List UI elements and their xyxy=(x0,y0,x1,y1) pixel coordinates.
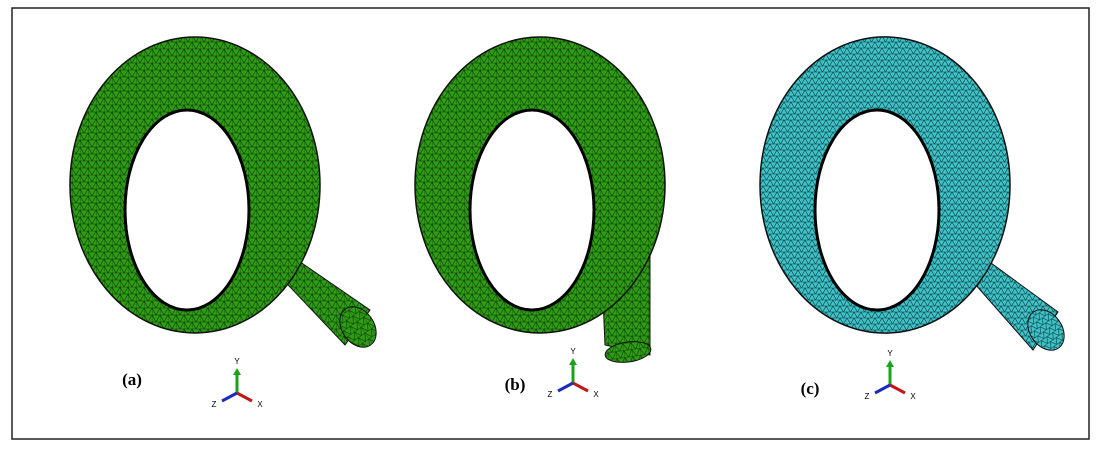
panel-label: (c) xyxy=(801,379,820,398)
axis-y-head xyxy=(233,368,241,375)
inner-rim xyxy=(815,110,939,310)
inner-rim xyxy=(125,110,249,310)
axis-z xyxy=(875,385,890,393)
figure: (a) Y Z X (b) Y Z X (c) Y Z X xyxy=(0,0,1097,446)
volute-ring xyxy=(415,37,665,333)
axis-x-label: X xyxy=(910,392,916,401)
axis-y-label: Y xyxy=(887,349,893,358)
axis-x xyxy=(890,385,905,393)
inner-rim xyxy=(470,110,594,310)
axis-x xyxy=(237,393,252,401)
volute-ring xyxy=(760,37,1010,333)
axis-z xyxy=(558,383,573,391)
axis-z-label: Z xyxy=(548,390,553,399)
panel-label: (b) xyxy=(505,375,526,394)
axis-z-label: Z xyxy=(865,392,870,401)
axis-z-label: Z xyxy=(212,400,217,409)
volute-ring xyxy=(70,37,320,333)
panel-label: (a) xyxy=(122,370,142,389)
axis-x-label: X xyxy=(593,390,599,399)
axis-y-label: Y xyxy=(234,357,240,366)
axis-y-head xyxy=(886,360,894,367)
axis-x-label: X xyxy=(257,400,263,409)
axis-z xyxy=(222,393,237,401)
axis-y-label: Y xyxy=(570,347,576,356)
axis-y-head xyxy=(569,358,577,365)
axis-x xyxy=(573,383,588,391)
